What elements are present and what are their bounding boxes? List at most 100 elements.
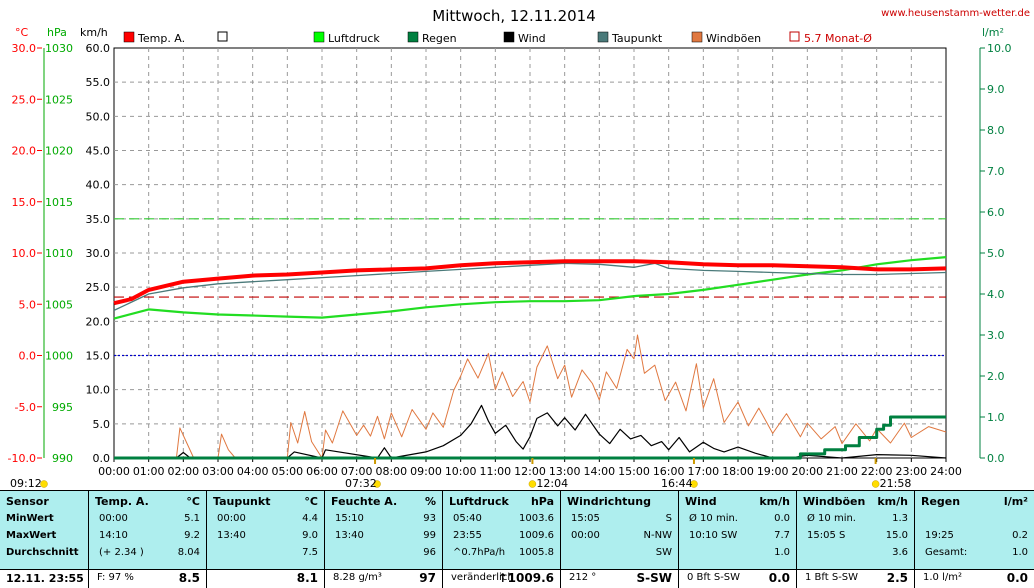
summary-value: 0.0: [768, 571, 790, 585]
column-header: Temp. A.: [95, 495, 149, 508]
pressure-unit-label: hPa: [47, 26, 67, 39]
summary-text: 212 °: [569, 572, 597, 583]
series-line-windb-en: [114, 334, 947, 459]
moonrise-icon: [871, 480, 880, 488]
rain-axis-label: 6.0: [987, 206, 1005, 219]
column-header: Windböen: [803, 495, 866, 508]
summary-value: 97: [419, 571, 436, 585]
row-time: ^0.7hPa/h: [453, 547, 506, 558]
x-tick-label: 24:00: [930, 465, 962, 478]
sunrise-icon: [373, 480, 381, 488]
legend-swatch: [217, 31, 228, 42]
wind-axis-label: 55.0: [86, 76, 111, 89]
row-value: 0.2: [1012, 530, 1028, 541]
column-unit: hPa: [530, 495, 554, 508]
x-tick-label: 01:00: [133, 465, 165, 478]
temp-axis-label: -10.0: [8, 452, 36, 465]
row-value: 1.0: [774, 547, 790, 558]
row-time: 15:10: [335, 513, 364, 524]
marker-time-label: 21:58: [880, 477, 912, 490]
pressure-axis-label: 1015: [45, 196, 73, 209]
legend-label: Regen: [422, 32, 457, 45]
row-value: 9.0: [302, 530, 318, 541]
summary-value: 8.1: [296, 571, 318, 585]
wind-axis-label: 15.0: [86, 350, 111, 363]
moon-icon: [40, 480, 48, 488]
x-tick-label: 07:00: [341, 465, 373, 478]
row-label: MaxWert: [6, 530, 57, 541]
temp-axis-label: 25.0: [12, 93, 37, 106]
series-line-temp-a-: [113, 259, 947, 306]
legend-swatch: [789, 31, 800, 42]
rain-axis-label: 0.0: [987, 452, 1005, 465]
row-time: 00:00: [217, 513, 246, 524]
row-value: 1005.8: [519, 547, 554, 558]
temp-axis-label: -5.0: [15, 401, 36, 414]
summary-text: 8.28 g/m³: [333, 572, 382, 583]
pressure-axis-label: 1010: [45, 247, 73, 260]
rain-axis-label: 8.0: [987, 124, 1005, 137]
row-time: 23:55: [453, 530, 482, 541]
summary-row: 12.11. 23:55 F: 97 % 8.5 8.1 8.28 g/m³ 97 verä…: [0, 569, 1034, 588]
column-header: Sensor: [6, 495, 49, 508]
legend-label: 5.7 Monat-Ø: [804, 32, 872, 45]
legend-label: Wind: [518, 32, 546, 45]
row-label: Durchschnitt: [6, 547, 79, 558]
column-unit: %: [424, 495, 436, 508]
wind-axis-label: 10.0: [86, 384, 111, 397]
row-time: 15:05 S: [807, 530, 846, 541]
x-tick-label: 04:00: [237, 465, 269, 478]
x-tick-label: 15:00: [618, 465, 650, 478]
temp-unit-label: °C: [15, 26, 29, 39]
pressure-axis-label: 1030: [45, 42, 73, 55]
table-column: Taupunkt °C 00:00 4.4 13:40 9.0 7.5: [206, 491, 324, 587]
row-time: 00:00: [571, 530, 600, 541]
row-time: Gesamt:: [925, 547, 968, 558]
summary-value: 8.5: [178, 571, 200, 585]
table-column: Wind km/h Ø 10 min. 0.0 10:10 SW 7.7 1.0: [678, 491, 796, 587]
x-tick-label: 13:00: [549, 465, 581, 478]
row-time: 05:40: [453, 513, 482, 524]
row-value: N-NW: [643, 530, 672, 541]
marker-time-label: 09:12: [10, 477, 42, 490]
legend-label: Temp. A.: [137, 32, 185, 45]
x-tick-label: 11:00: [479, 465, 511, 478]
row-time: Ø 10 min.: [807, 513, 856, 524]
series-line-luftdruck: [113, 256, 947, 320]
summary-value: 0.0: [1006, 571, 1028, 585]
wind-axis-label: 5.0: [93, 418, 111, 431]
column-unit: °C: [304, 495, 318, 508]
wind-unit-label: km/h: [80, 26, 108, 39]
x-tick-label: 23:00: [895, 465, 927, 478]
x-tick-label: 18:00: [722, 465, 754, 478]
row-time: 00:00: [99, 513, 128, 524]
rain-axis-label: 10.0: [987, 42, 1012, 55]
legend-swatch: [597, 31, 609, 43]
table-column: Feuchte A.% 15:10 93 13:40 99 96: [324, 491, 442, 587]
row-time: 19:25: [925, 530, 954, 541]
x-tick-label: 22:00: [861, 465, 893, 478]
row-value: 96: [423, 547, 436, 558]
table-column: Sensor MinWert MaxWert Durchschnitt: [0, 491, 88, 587]
table-column: Regen l/m² 19:25 0.2 Gesamt: 1.0: [914, 491, 1034, 587]
rain-axis-label: 9.0: [987, 83, 1005, 96]
x-tick-label: 03:00: [202, 465, 234, 478]
summary-text: 0 Bft S-SW: [687, 572, 741, 583]
rain-axis-label: 4.0: [987, 288, 1005, 301]
row-time: 13:40: [217, 530, 246, 541]
x-tick-label: 14:00: [583, 465, 615, 478]
pressure-axis-label: 990: [52, 452, 73, 465]
x-tick-label: 00:00: [98, 465, 130, 478]
summary-cell: 12.11. 23:55: [0, 570, 88, 588]
row-value: 1.3: [892, 513, 908, 524]
series-line-regen: [114, 415, 946, 460]
row-value: 1003.6: [519, 513, 554, 524]
wind-axis-label: 45.0: [86, 145, 111, 158]
row-time: 15:05: [571, 513, 600, 524]
row-value: 1009.6: [519, 530, 554, 541]
temp-axis-label: 5.0: [19, 298, 37, 311]
row-time: 14:10: [99, 530, 128, 541]
row-value: 4.4: [302, 513, 318, 524]
wind-axis-label: 35.0: [86, 213, 111, 226]
sunset-icon: [690, 480, 698, 488]
